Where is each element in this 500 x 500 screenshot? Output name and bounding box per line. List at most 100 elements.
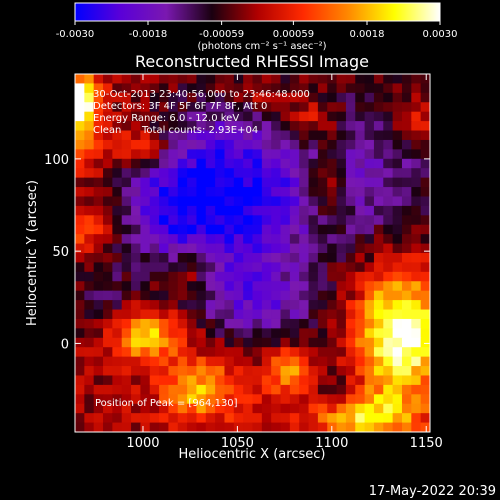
heatmap-pixel: [233, 224, 244, 235]
heatmap-pixel: [289, 413, 300, 424]
heatmap-pixel: [355, 205, 366, 216]
heatmap-pixel: [140, 196, 151, 207]
heatmap-pixel: [364, 328, 375, 339]
heatmap-pixel: [112, 102, 123, 113]
heatmap-pixel: [112, 375, 123, 386]
heatmap-pixel: [392, 83, 403, 94]
heatmap-pixel: [383, 224, 394, 235]
heatmap-pixel: [243, 158, 254, 169]
heatmap-pixel: [317, 262, 328, 273]
heatmap-pixel: [261, 271, 272, 282]
heatmap-pixel: [84, 281, 95, 292]
heatmap-pixel: [383, 205, 394, 216]
heatmap-pixel: [392, 177, 403, 188]
heatmap-pixel: [187, 234, 198, 245]
heatmap-pixel: [364, 196, 375, 207]
heatmap-pixel: [84, 422, 95, 432]
heatmap-pixel: [364, 318, 375, 329]
heatmap-pixel: [261, 262, 272, 273]
heatmap-pixel: [345, 234, 356, 245]
heatmap-pixel: [121, 403, 132, 414]
heatmap-pixel: [252, 168, 263, 179]
heatmap-pixel: [411, 130, 422, 141]
heatmap-pixel: [345, 300, 356, 311]
heatmap-pixel: [308, 356, 319, 367]
colorbar-tick-label: 0.0030: [423, 29, 458, 40]
heatmap-pixel: [392, 102, 403, 113]
heatmap-pixel: [317, 177, 328, 188]
heatmap-pixel: [392, 243, 403, 254]
heatmap-pixel: [355, 234, 366, 245]
heatmap-pixel: [345, 422, 356, 432]
heatmap-pixel: [383, 384, 394, 395]
heatmap-pixel: [373, 403, 384, 414]
heatmap-pixel: [140, 384, 151, 395]
heatmap-pixel: [93, 337, 104, 348]
heatmap-pixel: [336, 262, 347, 273]
heatmap-pixel: [383, 158, 394, 169]
heatmap-pixel: [187, 366, 198, 377]
heatmap-pixel: [355, 375, 366, 386]
heatmap-pixel: [103, 253, 113, 264]
heatmap-pixel: [373, 83, 384, 94]
heatmap-pixel: [196, 366, 207, 377]
heatmap-pixel: [75, 130, 85, 141]
heatmap-pixel: [271, 290, 282, 301]
heatmap-pixel: [355, 413, 366, 424]
annotation-method: Clean: [93, 125, 121, 136]
heatmap-pixel: [289, 290, 300, 301]
heatmap-pixel: [233, 366, 244, 377]
heatmap-pixel: [84, 366, 95, 377]
heatmap-pixel: [84, 196, 95, 207]
heatmap-pixel: [327, 196, 338, 207]
heatmap-pixel: [289, 102, 300, 113]
heatmap-pixel: [336, 168, 347, 179]
heatmap-pixel: [103, 121, 113, 132]
heatmap-pixel: [177, 215, 188, 226]
heatmap-pixel: [233, 121, 244, 132]
heatmap-pixel: [317, 422, 328, 432]
heatmap-pixel: [196, 243, 207, 254]
heatmap-pixel: [308, 74, 319, 85]
heatmap-pixel: [93, 102, 104, 113]
heatmap-pixel: [140, 74, 151, 85]
heatmap-pixel: [261, 253, 272, 264]
heatmap-pixel: [317, 139, 328, 150]
heatmap-pixel: [364, 139, 375, 150]
heatmap-pixel: [196, 403, 207, 414]
heatmap-pixel: [205, 422, 216, 432]
heatmap-pixel: [159, 111, 170, 122]
heatmap-pixel: [383, 318, 394, 329]
heatmap-pixel: [252, 196, 263, 207]
heatmap-pixel: [261, 243, 272, 254]
chart-title: Reconstructed RHESSI Image: [135, 52, 369, 71]
heatmap-pixel: [373, 262, 384, 273]
heatmap-pixel: [289, 375, 300, 386]
heatmap-pixel: [336, 196, 347, 207]
heatmap-pixel: [383, 177, 394, 188]
heatmap-pixel: [345, 168, 356, 179]
heatmap-pixel: [364, 158, 375, 169]
heatmap-pixel: [121, 271, 132, 282]
heatmap-pixel: [168, 375, 179, 386]
heatmap-pixel: [392, 422, 403, 432]
heatmap-pixel: [103, 187, 113, 198]
heatmap-pixel: [140, 318, 151, 329]
heatmap-pixel: [401, 422, 412, 432]
heatmap-pixel: [261, 309, 272, 320]
heatmap-pixel: [177, 177, 188, 188]
heatmap-pixel: [345, 318, 356, 329]
heatmap-pixel: [140, 281, 151, 292]
heatmap-pixel: [224, 337, 235, 348]
heatmap-pixel: [233, 271, 244, 282]
heatmap-pixel: [289, 337, 300, 348]
heatmap-pixel: [373, 177, 384, 188]
heatmap-pixel: [373, 422, 384, 432]
heatmap-pixel: [196, 375, 207, 386]
heatmap-pixel: [149, 403, 160, 414]
heatmap-pixel: [205, 187, 216, 198]
heatmap-pixel: [355, 187, 366, 198]
heatmap-pixel: [280, 187, 291, 198]
heatmap-pixel: [84, 149, 95, 160]
heatmap-pixel: [205, 149, 216, 160]
